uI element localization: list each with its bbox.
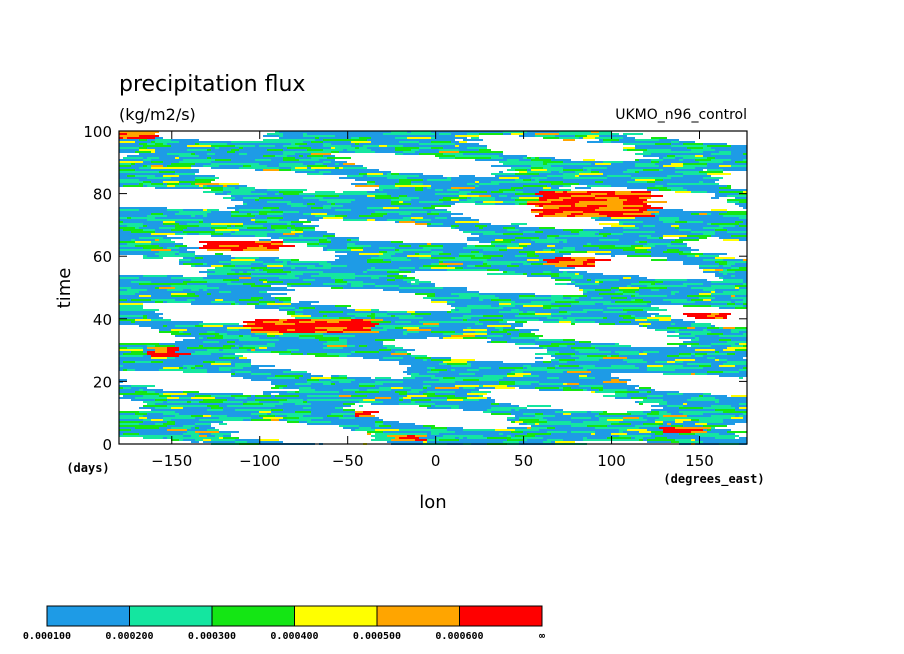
colorbar-swatch [129,605,213,627]
x-axis-label: lon [419,492,446,513]
colorbar-swatch [211,605,295,627]
y-tick-label: 20 [93,373,112,391]
y-axis-units: (days) [66,461,109,475]
precipitation-field [119,131,747,445]
x-tick-label: 150 [685,452,714,470]
y-tick-label: 40 [93,311,112,329]
y-axis: 0 20 40 60 80 100 [83,123,747,454]
colorbar-swatch [294,605,378,627]
y-tick-label: 100 [83,123,112,141]
x-tick-label: 100 [597,452,626,470]
y-tick-label: 80 [93,186,112,204]
x-axis: −150 −100 −50 0 50 100 150 [151,131,714,470]
colorbar-swatch [376,605,460,627]
dataset-label: UKMO_n96_control [615,107,747,123]
colorbar-label: 0.000600 [435,631,483,642]
colorbar: 0.000100 0.000200 0.000300 0.000400 0.000500… [23,605,545,642]
colorbar-label: 0.000400 [270,631,318,642]
chart-title: precipitation flux [119,72,305,97]
y-tick-label: 60 [93,248,112,266]
y-axis-label: time [54,268,75,309]
y-tick-label: 0 [102,436,112,454]
colorbar-swatch [46,605,130,627]
colorbar-label: 0.000500 [353,631,401,642]
colorbar-label: 0.000200 [105,631,153,642]
x-axis-units: (degrees_east) [663,472,764,487]
colorbar-label: 0.000100 [23,631,71,642]
x-tick-label: −50 [332,452,364,470]
colorbar-swatch [459,605,543,627]
colorbar-label: ∞ [539,631,545,642]
x-tick-label: 0 [431,452,441,470]
colorbar-label: 0.000300 [188,631,236,642]
chart-units: (kg/m2/s) [119,105,196,124]
x-tick-label: −100 [239,452,280,470]
x-tick-label: 50 [514,452,533,470]
plot-frame [118,130,748,445]
x-tick-label: −150 [151,452,192,470]
